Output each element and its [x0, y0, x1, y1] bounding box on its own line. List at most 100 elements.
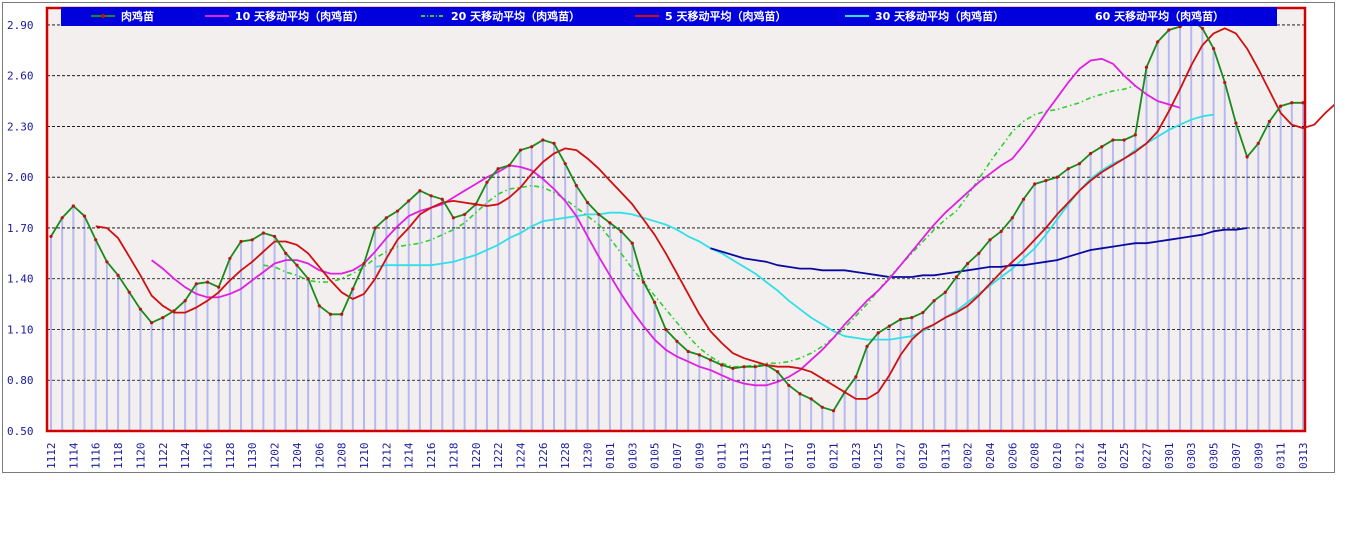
- data-point: [250, 238, 254, 242]
- x-tick-label: 0225: [1118, 443, 1131, 470]
- data-point: [1223, 80, 1227, 85]
- x-tick-label: 1120: [134, 443, 147, 470]
- x-tick-label: 1204: [291, 442, 304, 469]
- x-tick-label: 1126: [202, 443, 215, 470]
- data-point: [664, 327, 668, 332]
- legend-label: 30 天移动平均（肉鸡苗）: [875, 9, 1004, 23]
- data-point: [1167, 28, 1171, 32]
- legend-label: 20 天移动平均（肉鸡苗）: [451, 9, 580, 23]
- data-point: [876, 331, 880, 335]
- data-point: [608, 221, 612, 225]
- data-point: [384, 216, 388, 220]
- data-point: [228, 256, 232, 261]
- x-tick-label: 1202: [269, 443, 282, 470]
- x-tick-label: 0111: [716, 443, 729, 470]
- y-tick-label: 0.80: [7, 374, 34, 387]
- x-tick-label: 1118: [112, 443, 125, 470]
- data-point: [362, 261, 366, 266]
- x-tick-label: 1128: [224, 443, 237, 470]
- volume-bars: [50, 19, 1304, 431]
- x-tick-label: 0113: [738, 443, 751, 470]
- data-point: [71, 204, 75, 208]
- data-point: [1089, 151, 1093, 156]
- y-tick-label: 1.40: [7, 273, 34, 286]
- x-tick-label: 1116: [90, 443, 103, 470]
- data-point: [1267, 119, 1272, 123]
- x-tick-label: 0311: [1275, 443, 1288, 470]
- data-point: [1066, 167, 1070, 171]
- x-tick-label: 1122: [157, 443, 170, 470]
- data-point: [105, 260, 109, 264]
- x-tick-label: 0103: [626, 443, 639, 470]
- x-tick-label: 1228: [559, 443, 572, 470]
- data-point: [239, 239, 243, 244]
- data-point: [116, 273, 120, 277]
- data-point: [887, 324, 891, 328]
- data-point: [977, 251, 981, 255]
- line-chart: 0.50 0.80 1.10 1.40 1.70 2.00 2.30 2.60 2.90 111…: [7, 6, 1334, 469]
- x-axis: 1112 1114 1116 1118 1120 1122 1124 1126 1128 1130…: [45, 442, 1310, 469]
- data-point: [530, 145, 534, 149]
- x-tick-label: 0303: [1185, 443, 1198, 470]
- x-tick-label: 0214: [1096, 442, 1109, 469]
- data-point: [966, 261, 970, 266]
- data-point: [1033, 182, 1037, 186]
- x-tick-label: 0210: [1051, 443, 1064, 470]
- y-tick-label: 0.50: [7, 425, 34, 438]
- x-tick-label: 0129: [917, 443, 930, 470]
- data-point: [820, 405, 824, 409]
- data-point: [764, 363, 769, 367]
- data-point: [1279, 104, 1283, 108]
- legend-label: 10 天移动平均（肉鸡苗）: [235, 9, 364, 23]
- data-point: [574, 184, 578, 188]
- x-tick-label: 0305: [1208, 443, 1221, 470]
- data-point: [798, 392, 802, 396]
- x-tick-label: 1124: [179, 442, 192, 469]
- data-point: [317, 304, 321, 308]
- x-tick-label: 0117: [783, 443, 796, 470]
- data-point: [552, 141, 556, 145]
- data-point: [742, 365, 746, 369]
- x-tick-label: 1212: [380, 443, 393, 470]
- data-point: [496, 167, 500, 171]
- x-tick-label: 1226: [537, 443, 550, 470]
- data-point: [474, 202, 478, 206]
- legend-label: 5 天移动平均（肉鸡苗）: [665, 9, 786, 23]
- data-point: [686, 349, 690, 354]
- data-point: [865, 344, 869, 348]
- data-point: [619, 229, 623, 233]
- legend-label: 肉鸡苗: [121, 9, 154, 23]
- legend-label: 60 天移动平均（肉鸡苗）: [1095, 9, 1224, 23]
- x-tick-label: 1130: [246, 443, 259, 470]
- data-point: [418, 189, 422, 193]
- data-point: [82, 214, 87, 218]
- data-point: [843, 390, 847, 394]
- x-tick-label: 1224: [515, 442, 528, 469]
- data-point: [150, 321, 154, 325]
- data-point: [284, 251, 288, 255]
- y-tick-label: 2.00: [7, 171, 34, 184]
- data-point: [463, 212, 467, 217]
- data-point: [518, 148, 523, 152]
- data-point: [183, 299, 187, 303]
- data-point: [1245, 155, 1249, 159]
- data-point: [697, 353, 701, 357]
- data-point: [340, 312, 344, 316]
- data-point: [708, 358, 713, 362]
- data-point: [630, 241, 634, 245]
- data-point: [161, 316, 165, 320]
- x-tick-label: 1210: [358, 443, 371, 470]
- data-point: [541, 138, 545, 142]
- data-point: [854, 375, 858, 379]
- x-tick-label: 0206: [1006, 442, 1019, 469]
- data-point: [60, 216, 64, 220]
- legend: 肉鸡苗 10 天移动平均（肉鸡苗） 20 天移动平均（肉鸡苗） 5 天移动平均（肉鸡苗…: [61, 7, 1277, 26]
- x-tick-label: 1222: [492, 443, 505, 469]
- data-point: [1200, 26, 1204, 30]
- data-point: [1077, 162, 1082, 166]
- data-point: [1100, 145, 1104, 149]
- data-point: [753, 365, 757, 369]
- data-point: [809, 397, 813, 401]
- y-tick-label: 2.60: [7, 70, 34, 83]
- data-point: [94, 238, 98, 242]
